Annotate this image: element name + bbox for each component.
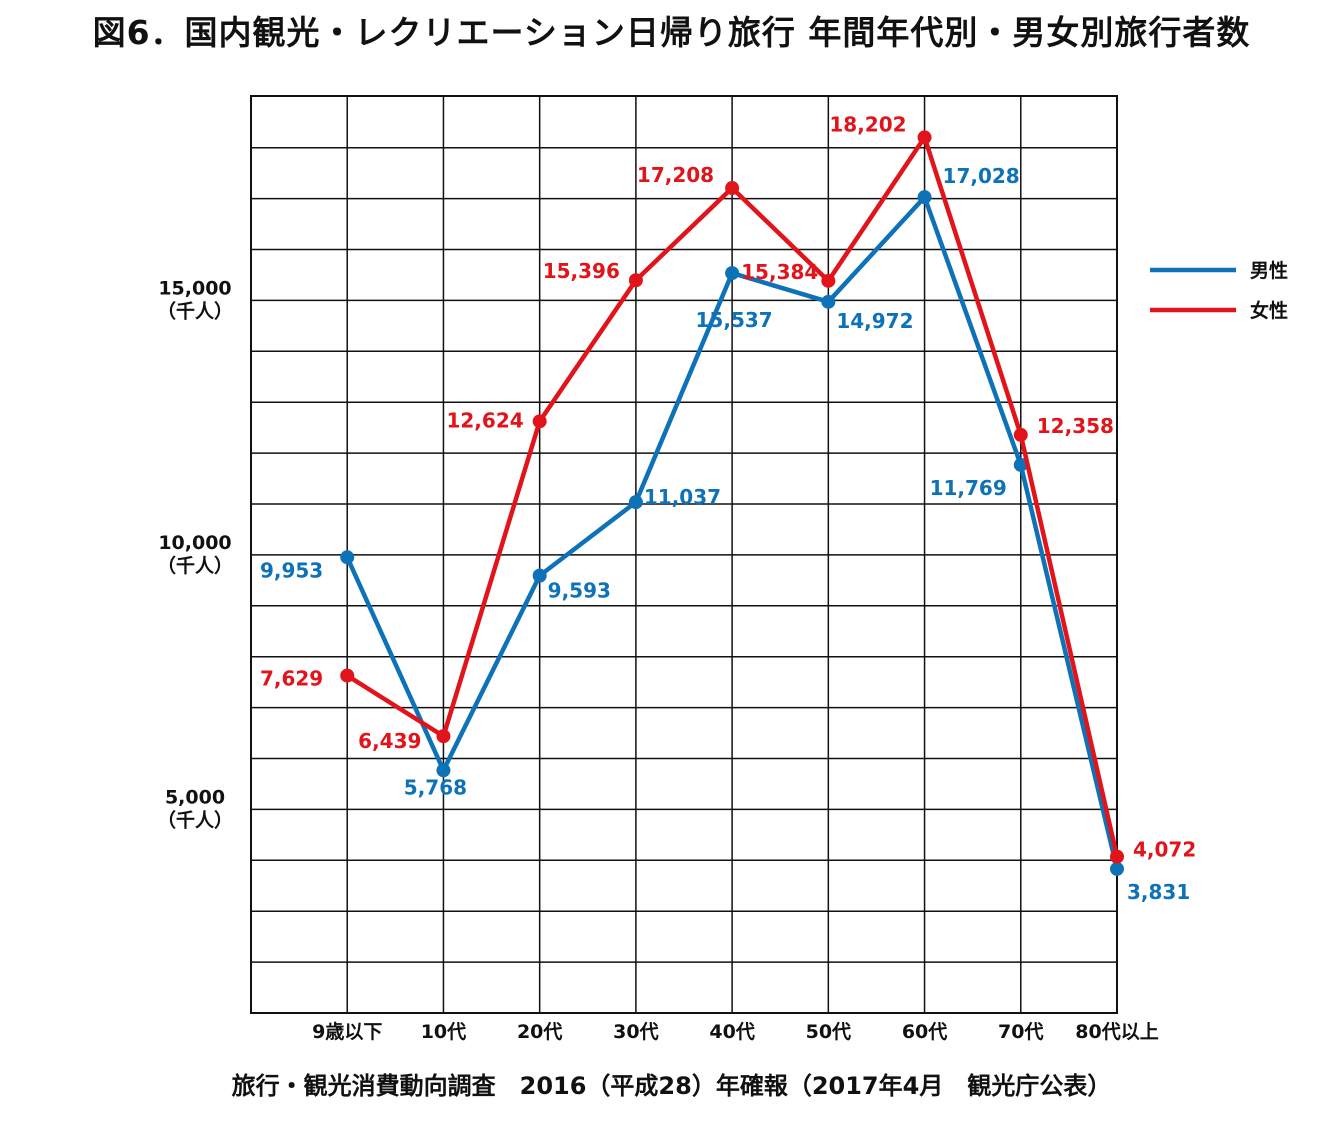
data-point	[532, 414, 547, 429]
x-tick-label: 30代	[613, 1021, 658, 1043]
data-label: 12,624	[446, 408, 523, 432]
data-label: 4,072	[1133, 838, 1196, 862]
data-point	[821, 294, 836, 309]
data-point	[628, 273, 643, 288]
y-tick-label: 5,000	[165, 786, 225, 808]
data-label: 15,384	[741, 260, 818, 284]
y-tick-unit: （千人）	[157, 554, 233, 577]
data-label: 17,028	[943, 164, 1020, 188]
x-tick-label: 80代以上	[1075, 1021, 1158, 1043]
data-label: 5,768	[404, 775, 467, 799]
data-label: 15,396	[543, 259, 620, 283]
x-tick-label: 60代	[902, 1021, 947, 1043]
y-tick-label: 10,000	[158, 532, 231, 554]
data-label: 6,439	[358, 729, 421, 753]
data-point	[917, 190, 932, 205]
legend-label: 女性	[1250, 299, 1288, 322]
data-label: 18,202	[829, 112, 906, 136]
data-label: 3,831	[1127, 880, 1190, 904]
data-point	[340, 668, 355, 683]
data-label: 15,537	[696, 308, 773, 332]
data-label: 12,358	[1037, 414, 1114, 438]
data-point	[1013, 427, 1028, 442]
data-label: 11,769	[930, 476, 1007, 500]
data-label: 14,972	[836, 309, 913, 333]
x-tick-label: 9歳以下	[312, 1021, 382, 1043]
legend-label: 男性	[1250, 259, 1288, 282]
data-label: 9,593	[548, 579, 611, 603]
data-point	[628, 495, 643, 510]
data-label: 9,953	[260, 558, 323, 582]
data-point	[1110, 861, 1124, 876]
x-tick-label: 70代	[998, 1021, 1043, 1043]
y-axis: 15,000（千人）10,000（千人）5,000（千人）	[157, 277, 233, 831]
chart-title: 図6．国内観光・レクリエーション日帰り旅行 年間年代別・男女別旅行者数	[92, 13, 1251, 52]
data-label: 7,629	[260, 667, 323, 691]
series-layer: 9,953 5,768 9,593 11,037 15,537 14,972 17,028 1…	[260, 112, 1196, 903]
data-point	[821, 273, 836, 288]
data-label: 17,208	[637, 163, 714, 187]
data-point	[725, 266, 740, 281]
data-point	[340, 550, 355, 565]
x-tick-label: 50代	[806, 1021, 851, 1043]
data-point	[436, 763, 451, 778]
source-note: 旅行・観光消費動向調査 2016（平成28）年確報（2017年4月 観光庁公表）	[231, 1072, 1112, 1100]
data-point	[436, 729, 451, 744]
data-point	[1013, 457, 1028, 472]
y-tick-unit: （千人）	[157, 808, 233, 831]
data-point	[532, 568, 547, 583]
x-axis: 9歳以下 10代 20代 30代 40代 50代 60代 70代 80代以上	[312, 1021, 1159, 1043]
data-point	[1110, 849, 1124, 864]
y-tick-unit: （千人）	[157, 299, 233, 322]
data-point	[917, 130, 932, 145]
x-tick-label: 20代	[517, 1021, 562, 1043]
grid	[250, 95, 1118, 1014]
y-tick-label: 15,000	[158, 277, 231, 299]
x-tick-label: 10代	[421, 1021, 466, 1043]
data-label: 11,037	[644, 485, 721, 509]
data-point	[725, 181, 740, 196]
x-tick-label: 40代	[709, 1021, 754, 1043]
